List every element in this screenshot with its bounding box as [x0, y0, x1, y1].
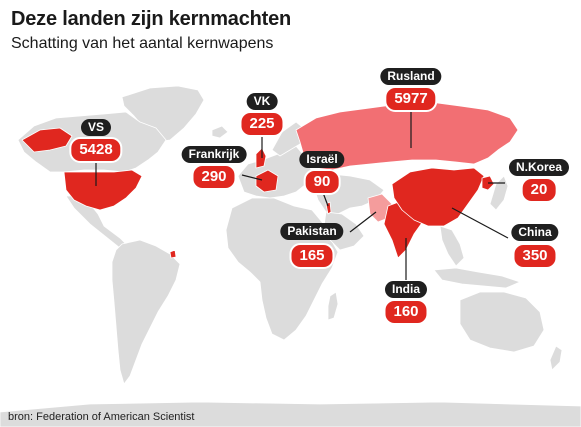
leader-pakistan [349, 211, 377, 233]
uk-shape [255, 147, 267, 169]
france-shape [255, 169, 279, 193]
iceland [211, 125, 229, 139]
label-nkorea: N.Korea [508, 159, 570, 176]
label-india: India [384, 281, 428, 298]
leader-lines [95, 107, 509, 280]
french-guiana-shape [169, 249, 177, 259]
page-title: Deze landen zijn kernmachten [11, 8, 292, 30]
value-frankrijk: 290 [191, 164, 237, 190]
value-india: 160 [383, 299, 429, 325]
leader-frankrijk [241, 174, 263, 181]
value-israel: 90 [303, 169, 341, 195]
source-note: bron: Federation of American Scientist [8, 411, 195, 423]
label-rusland: Rusland [380, 68, 442, 85]
page-subtitle: Schatting van het aantal kernwapens [11, 35, 274, 52]
value-china: 350 [512, 243, 558, 269]
label-israel: Israël [299, 151, 345, 168]
australia [459, 291, 545, 353]
value-vk: 225 [239, 111, 285, 137]
label-pakistan: Pakistan [280, 223, 344, 240]
south-america [111, 239, 181, 385]
value-pakistan: 165 [289, 243, 335, 269]
leader-china [451, 207, 509, 239]
label-frankrijk: Frankrijk [181, 146, 247, 163]
madagascar [327, 291, 339, 321]
africa [225, 197, 339, 341]
usa-shape [63, 169, 143, 211]
greenland [121, 85, 205, 143]
alaska-shape [21, 127, 73, 153]
label-vs: VS [80, 119, 112, 136]
value-vs: 5428 [69, 137, 123, 163]
label-vk: VK [246, 93, 278, 110]
new-zealand [549, 345, 563, 371]
value-rusland: 5977 [384, 86, 438, 112]
indonesia [433, 267, 521, 289]
japan [489, 175, 509, 211]
label-china: China [511, 224, 559, 241]
china-shape [391, 167, 485, 227]
southeast-asia [439, 225, 465, 267]
value-nkorea: 20 [520, 177, 558, 203]
antarctica [0, 401, 581, 427]
